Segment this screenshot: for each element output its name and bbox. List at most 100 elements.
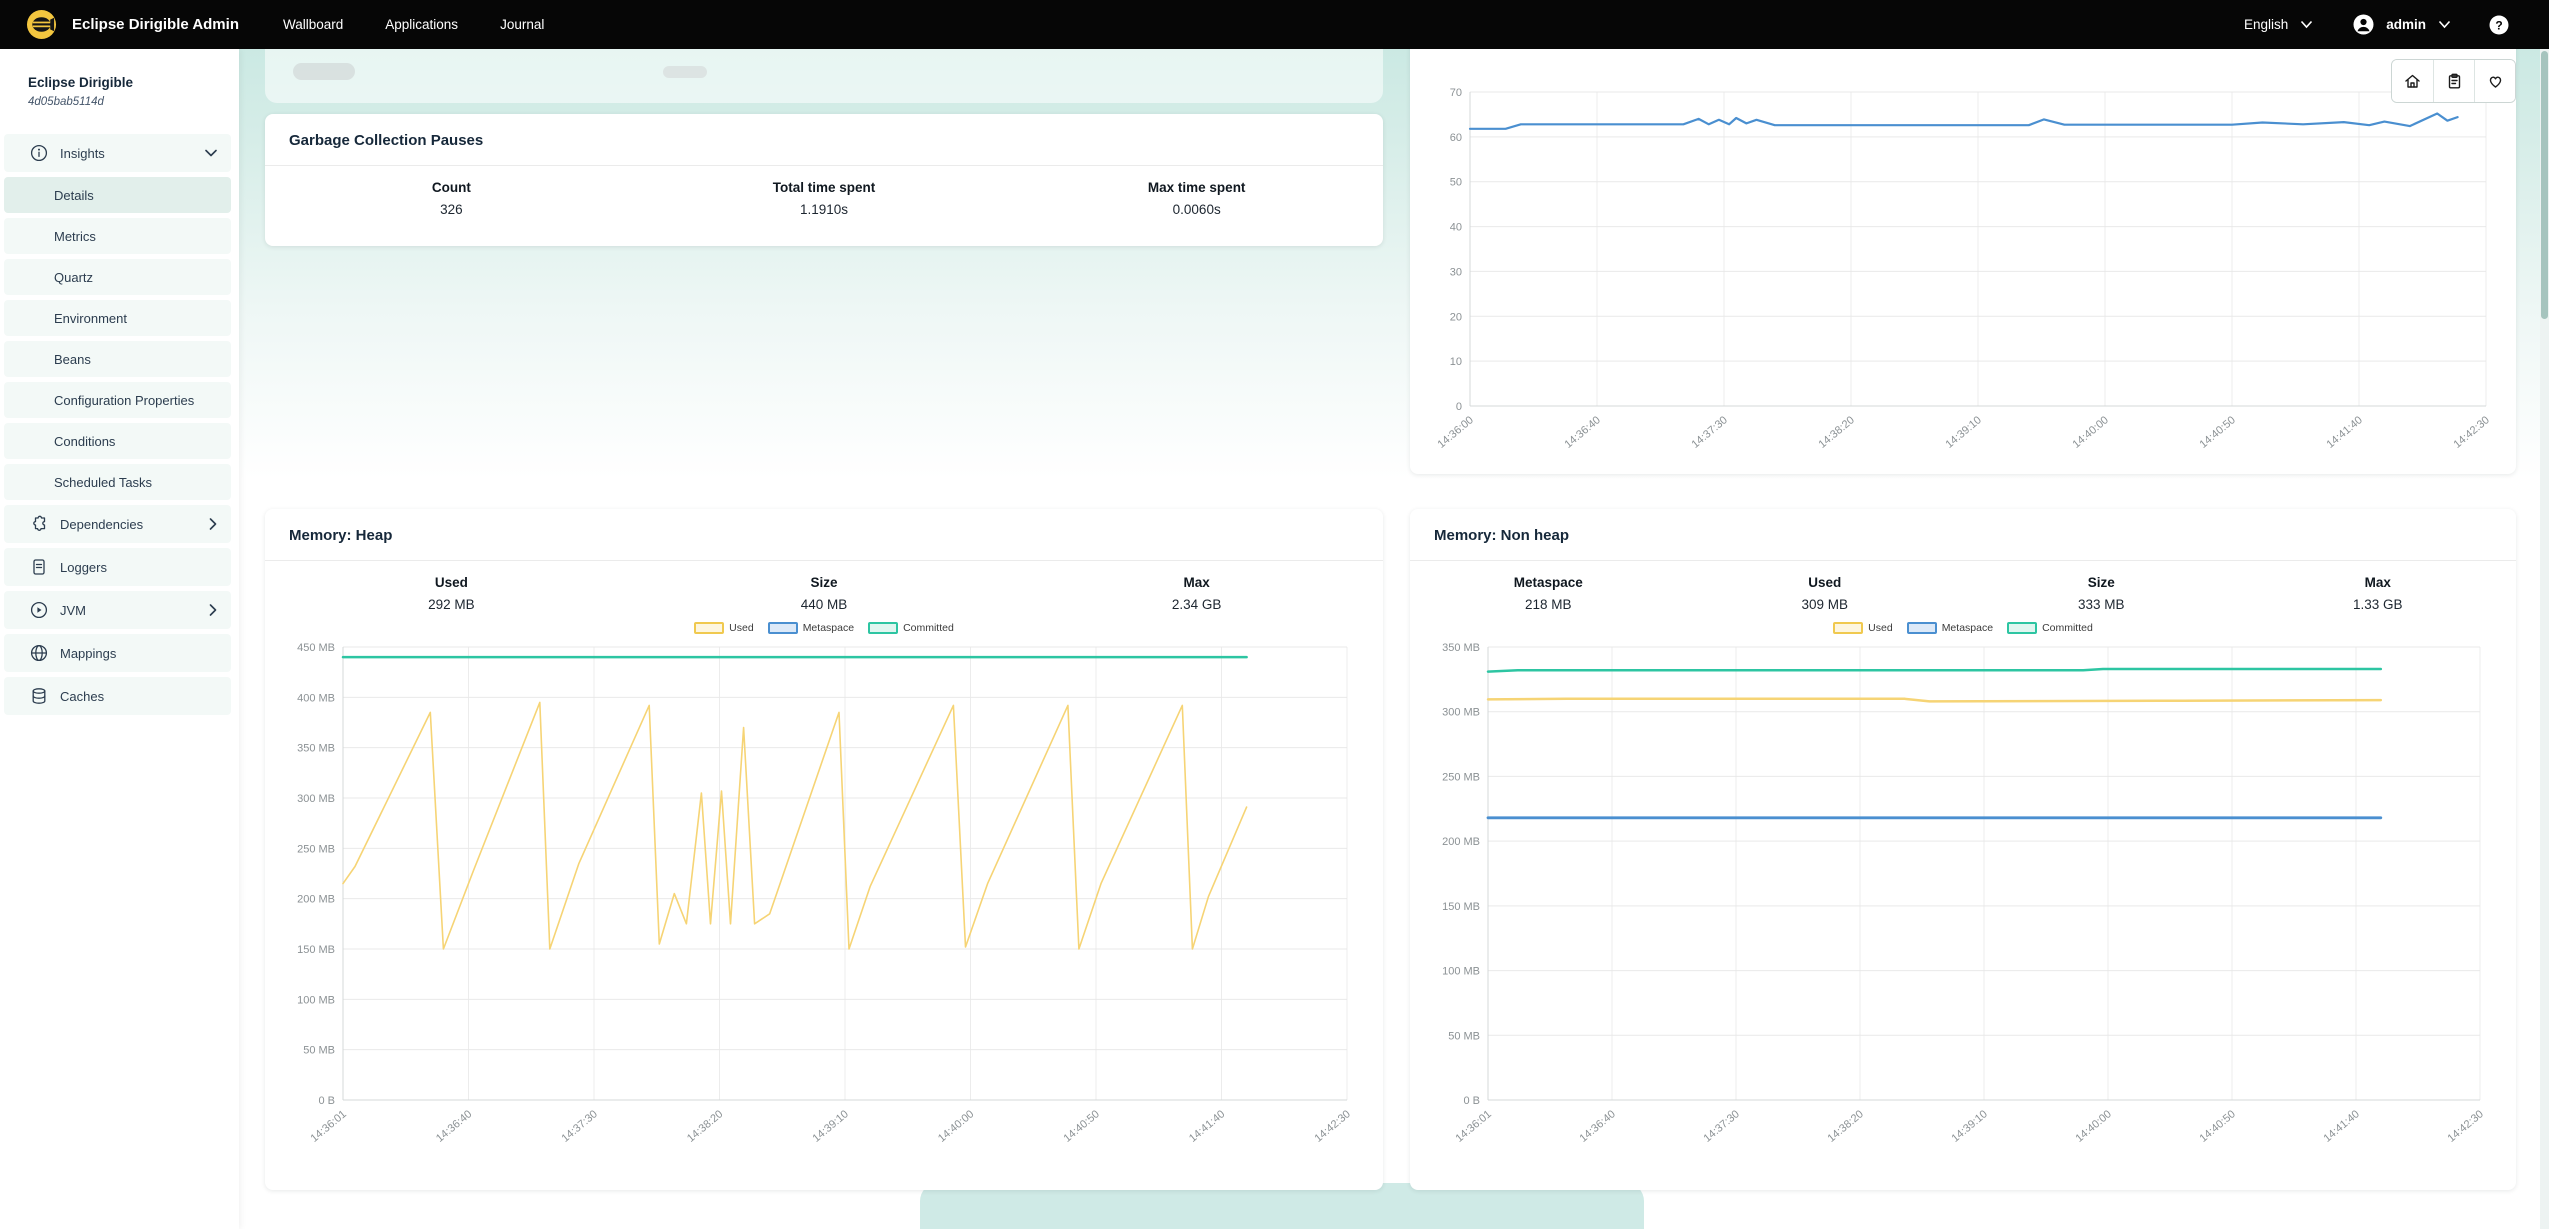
legend-committed[interactable]: Committed: [2007, 622, 2093, 634]
stat-value: 333 MB: [2077, 597, 2125, 612]
stat-value: 440 MB: [800, 597, 848, 612]
sidebar-item-dependencies[interactable]: Dependencies: [4, 505, 231, 543]
sidebar-item-label: Loggers: [60, 559, 107, 575]
sidebar-item-label: Dependencies: [60, 516, 144, 532]
svg-text:450 MB: 450 MB: [297, 642, 335, 654]
card-title: Memory: Heap: [289, 527, 393, 544]
divider: [265, 560, 1383, 561]
nav-link-journal[interactable]: Journal: [500, 17, 545, 32]
svg-text:14:37:30: 14:37:30: [559, 1108, 600, 1145]
favorites-button[interactable]: [2474, 60, 2515, 102]
nav-link-wallboard[interactable]: Wallboard: [282, 17, 344, 32]
stat-label: Size: [810, 575, 838, 590]
top-chart-card: 14:36:00 14:36:40 14:37:30 14:38:20 14:39:10…: [1410, 49, 2516, 474]
stat-value: 292 MB: [428, 597, 475, 612]
stat-value: 309 MB: [1801, 597, 1849, 612]
user-avatar-icon: [2353, 14, 2374, 35]
memory-heap-chart: 14:36:01 14:36:40 14:37:30 14:38:20 14:39:10…: [297, 642, 1353, 1145]
legend-committed[interactable]: Committed: [868, 622, 954, 634]
svg-text:350 MB: 350 MB: [297, 743, 335, 755]
legend-metaspace[interactable]: Metaspace: [1906, 622, 1993, 634]
scrollbar-thumb[interactable]: [2541, 51, 2548, 319]
svg-text:10: 10: [1450, 356, 1462, 368]
gc-pauses-card: Garbage Collection Pauses Count 326 Total…: [265, 114, 1383, 246]
chevron-down-icon: [2301, 20, 2313, 29]
svg-text:200 MB: 200 MB: [1442, 836, 1480, 848]
legend-swatch-metaspace: [1906, 622, 1937, 634]
sidebar-item-label: JVM: [60, 602, 86, 618]
stat-value: 1.33 GB: [2352, 597, 2403, 612]
svg-text:200 MB: 200 MB: [297, 894, 335, 906]
language-dropdown[interactable]: English: [2244, 17, 2313, 32]
svg-text:14:42:30: 14:42:30: [2451, 414, 2492, 451]
svg-text:60: 60: [1450, 132, 1462, 144]
sidebar-item-loggers[interactable]: Loggers: [4, 548, 231, 586]
dirigible-logo-icon: [26, 9, 57, 40]
sidebar-item-scheduled-tasks[interactable]: Scheduled Tasks: [4, 464, 231, 500]
svg-text:14:40:00: 14:40:00: [2073, 1108, 2114, 1145]
home-icon: [2405, 74, 2420, 88]
svg-text:14:36:40: 14:36:40: [434, 1108, 475, 1145]
sidebar-item-caches[interactable]: Caches: [4, 677, 231, 715]
vertical-scrollbar[interactable]: [2540, 49, 2549, 1229]
sidebar: Eclipse Dirigible 4d05bab5114d Insights …: [0, 49, 239, 1229]
memory-heap-card: Memory: Heap Used 292 MB Size 440 MB Max 2.…: [265, 509, 1383, 1190]
sidebar-item-details[interactable]: Details: [4, 177, 231, 213]
legend-swatch-used: [694, 622, 725, 634]
nonheap-stats: Metaspace 218 MB Used 309 MB Size 333 MB Ma…: [1410, 561, 2516, 616]
stat-label: Used: [1808, 575, 1842, 590]
stat-label: Max: [2364, 575, 2391, 590]
svg-text:14:42:30: 14:42:30: [1312, 1108, 1353, 1145]
svg-text:150 MB: 150 MB: [1442, 901, 1480, 913]
svg-text:0 B: 0 B: [1463, 1095, 1480, 1107]
sidebar-item-jvm[interactable]: JVM: [4, 591, 231, 629]
svg-text:300 MB: 300 MB: [1442, 707, 1480, 719]
info-icon: [30, 144, 48, 162]
sidebar-item-quartz[interactable]: Quartz: [4, 259, 231, 295]
help-button[interactable]: ?: [2489, 15, 2509, 35]
heap-stats: Used 292 MB Size 440 MB Max 2.34 GB: [265, 561, 1383, 616]
legend-used[interactable]: Used: [1833, 622, 1893, 634]
gc-stats: Count 326 Total time spent 1.1910s Max tim…: [265, 166, 1383, 221]
divider: [265, 165, 1383, 166]
sidebar-item-environment[interactable]: Environment: [4, 300, 231, 336]
svg-text:14:36:01: 14:36:01: [308, 1108, 349, 1145]
legend-metaspace[interactable]: Metaspace: [767, 622, 854, 634]
sidebar-item-configuration-properties[interactable]: Configuration Properties: [4, 382, 231, 418]
chevron-down-icon: [205, 149, 217, 157]
journal-button[interactable]: [2433, 60, 2474, 102]
svg-text:400 MB: 400 MB: [297, 692, 335, 704]
sidebar-item-mappings[interactable]: Mappings: [4, 634, 231, 672]
svg-text:350 MB: 350 MB: [1442, 642, 1480, 654]
sidebar-item-metrics[interactable]: Metrics: [4, 218, 231, 254]
legend-used[interactable]: Used: [694, 622, 754, 634]
sidebar-item-beans[interactable]: Beans: [4, 341, 231, 377]
user-menu[interactable]: admin: [2353, 14, 2451, 35]
svg-text:0: 0: [1456, 401, 1462, 413]
main-nav: Wallboard Applications Journal: [283, 17, 544, 32]
svg-text:100 MB: 100 MB: [297, 994, 335, 1006]
chevron-right-icon: [209, 518, 217, 530]
stat-label: Size: [2087, 575, 2115, 590]
nav-link-applications[interactable]: Applications: [385, 17, 459, 32]
sidebar-item-insights[interactable]: Insights: [4, 134, 231, 172]
chevron-right-icon: [209, 604, 217, 616]
top-navbar: Eclipse Dirigible Admin Wallboard Applic…: [0, 0, 2549, 49]
svg-text:14:36:00: 14:36:00: [1435, 414, 1476, 451]
sidebar-item-conditions[interactable]: Conditions: [4, 423, 231, 459]
legend-swatch-used: [1833, 622, 1864, 634]
username-label: admin: [2386, 17, 2426, 32]
svg-text:14:41:40: 14:41:40: [1187, 1108, 1228, 1145]
database-icon: [30, 687, 48, 705]
svg-text:20: 20: [1450, 311, 1462, 323]
svg-text:14:36:40: 14:36:40: [1562, 414, 1603, 451]
svg-text:14:40:50: 14:40:50: [2197, 414, 2238, 451]
card-title: Garbage Collection Pauses: [289, 132, 484, 149]
sidebar-item-label: Insights: [60, 145, 105, 161]
stat-label: Used: [434, 575, 468, 590]
stat-label: Count: [431, 180, 471, 195]
stat-value: 0.0060s: [1172, 202, 1221, 217]
home-button[interactable]: [2392, 60, 2433, 102]
file-icon: [30, 558, 48, 576]
svg-text:14:37:30: 14:37:30: [1701, 1108, 1742, 1145]
